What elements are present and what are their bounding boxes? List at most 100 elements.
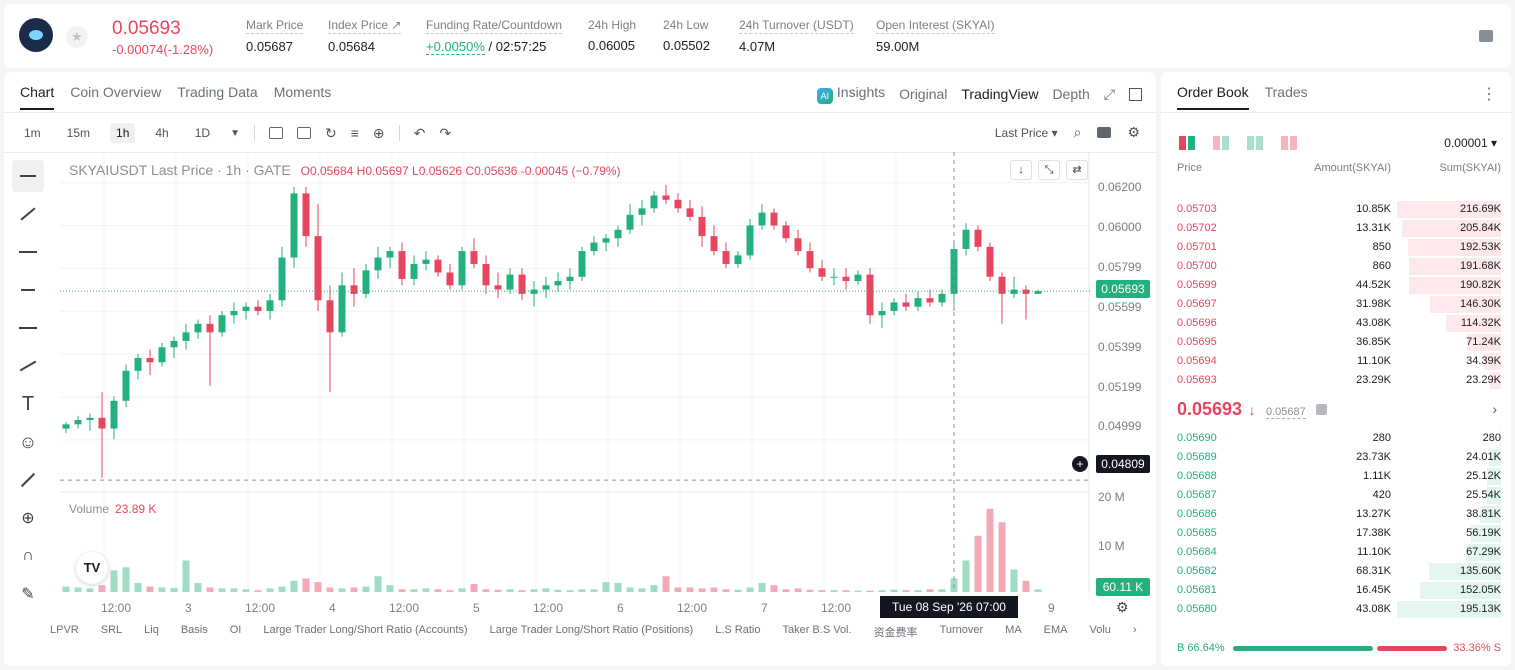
template-icon[interactable]: ≡ xyxy=(350,125,359,141)
indicator-item[interactable]: Basis xyxy=(180,624,208,636)
pencil-icon[interactable]: ✎ xyxy=(21,586,35,603)
stat-label[interactable]: Index Price ↗ xyxy=(328,18,402,34)
candle-type-icon[interactable] xyxy=(268,127,283,139)
tab-tradingview[interactable]: TradingView xyxy=(961,86,1039,102)
bid-row[interactable]: 0.05689 23.73K 24.01K xyxy=(1177,448,1501,467)
indicator-item[interactable]: OI xyxy=(229,624,242,636)
indicator-item[interactable]: Large Trader Long/Short Ratio (Accounts) xyxy=(263,624,468,636)
collapse-icon[interactable]: ⤡ xyxy=(1038,160,1060,180)
price-chart[interactable] xyxy=(60,152,1090,592)
add-alert-icon[interactable]: ⊕ xyxy=(372,124,385,141)
tab-coin-overview[interactable]: Coin Overview xyxy=(70,84,162,100)
ask-row[interactable]: 0.05693 23.29K 23.29K xyxy=(1177,371,1501,390)
indicator-item[interactable]: LPVR xyxy=(50,624,79,636)
bid-row[interactable]: 0.05682 68.31K 135.60K xyxy=(1177,562,1501,581)
row-amount: 13.31K xyxy=(1356,222,1391,234)
undo-icon[interactable]: ↶ xyxy=(413,124,426,141)
redo-icon[interactable]: ↷ xyxy=(439,124,452,141)
indicator-item[interactable]: 资金费率 xyxy=(873,627,918,639)
ask-row[interactable]: 0.05701 850 192.53K xyxy=(1177,238,1501,257)
stat-label[interactable]: 24h Turnover (USDT) xyxy=(739,18,854,34)
tab-order-book[interactable]: Order Book xyxy=(1177,84,1249,110)
settings-icon[interactable]: ⚙ xyxy=(1116,599,1129,615)
add-crosshair-icon[interactable]: + xyxy=(1072,456,1088,472)
price-type-select[interactable]: Last Price ▾ xyxy=(994,125,1058,140)
ask-row[interactable]: 0.05702 13.31K 205.84K xyxy=(1177,219,1501,238)
replay-icon[interactable]: ↻ xyxy=(324,124,337,141)
tradingview-logo[interactable]: TV xyxy=(76,552,108,584)
indicator-item[interactable]: Liq xyxy=(144,624,159,636)
crosshair-icon[interactable] xyxy=(12,160,44,192)
bid-row[interactable]: 0.05685 17.38K 56.19K xyxy=(1177,524,1501,543)
ask-row[interactable]: 0.05697 31.98K 146.30K xyxy=(1177,295,1501,314)
timeframe-15m[interactable]: 15m xyxy=(66,126,91,140)
indicators-icon[interactable] xyxy=(296,127,311,139)
expand-icon[interactable]: ⤢ xyxy=(1103,85,1115,102)
indicator-item[interactable]: EMA xyxy=(1043,624,1068,636)
magnet-icon[interactable]: ∩ xyxy=(22,547,34,564)
view-sells-icon[interactable] xyxy=(1281,136,1297,150)
arrow-down-icon[interactable]: ↓ xyxy=(1010,160,1032,180)
tab-depth[interactable]: Depth xyxy=(1052,86,1090,102)
view-both-icon[interactable] xyxy=(1179,136,1195,150)
ask-row[interactable]: 0.05700 860 191.68K xyxy=(1177,257,1501,276)
indicator-item[interactable]: Taker B.S Vol. xyxy=(782,624,852,636)
bid-row[interactable]: 0.05688 1.11K 25.12K xyxy=(1177,467,1501,486)
trendline-icon[interactable] xyxy=(12,198,44,230)
ask-row[interactable]: 0.05694 11.10K 34.39K xyxy=(1177,352,1501,371)
bid-row[interactable]: 0.05690 280 280 xyxy=(1177,429,1501,448)
tab-insights[interactable]: AI Insights xyxy=(816,84,885,104)
indicator-item[interactable]: Large Trader Long/Short Ratio (Positions… xyxy=(489,624,694,636)
tab-chart[interactable]: Chart xyxy=(20,84,55,110)
ask-row[interactable]: 0.05703 10.85K 216.69K xyxy=(1177,200,1501,219)
bid-row[interactable]: 0.05681 16.45K 152.05K xyxy=(1177,581,1501,600)
chevron-right-icon[interactable]: › xyxy=(1492,401,1497,417)
search-icon[interactable]: ⌕ xyxy=(1073,124,1082,140)
view-bids-icon[interactable] xyxy=(1247,136,1263,150)
ask-row[interactable]: 0.05695 36.85K 71.24K xyxy=(1177,333,1501,352)
tab-trading-data[interactable]: Trading Data xyxy=(177,84,258,100)
timeframe-4h[interactable]: 4h xyxy=(155,126,169,140)
bid-row[interactable]: 0.05680 43.08K 195.13K xyxy=(1177,600,1501,619)
indicator-item[interactable]: MA xyxy=(1005,624,1022,636)
favorite-star-icon[interactable]: ★ xyxy=(66,26,88,48)
zoom-icon[interactable]: ⊕ xyxy=(21,510,35,527)
horizontal-lines-icon[interactable] xyxy=(12,236,44,268)
tab-original[interactable]: Original xyxy=(899,86,948,102)
gear-icon[interactable]: ⚙ xyxy=(1127,124,1140,140)
text-icon[interactable]: T xyxy=(21,392,35,415)
bid-row[interactable]: 0.05686 13.27K 38.81K xyxy=(1177,505,1501,524)
emoji-icon[interactable]: ☺ xyxy=(18,431,38,452)
timeframe-1h[interactable]: 1h xyxy=(110,123,136,143)
more-icon[interactable]: ⋮ xyxy=(1481,86,1497,103)
stat-label[interactable]: Mark Price xyxy=(246,18,304,34)
indicator-item[interactable]: Volu xyxy=(1089,624,1111,636)
bid-row[interactable]: 0.05684 11.10K 67.29K xyxy=(1177,543,1501,562)
indicator-item[interactable]: Turnover xyxy=(939,624,984,636)
tab-moments[interactable]: Moments xyxy=(273,84,332,100)
tab-trades[interactable]: Trades xyxy=(1264,84,1308,100)
ruler-icon[interactable] xyxy=(12,464,44,496)
toggle-icon[interactable]: ⇄ xyxy=(1066,160,1088,180)
timeframe-1d[interactable]: 1D xyxy=(194,126,211,140)
ob-mark-price[interactable]: 0.05687 xyxy=(1265,406,1306,419)
brush-icon[interactable] xyxy=(12,350,44,382)
pattern-icon[interactable] xyxy=(12,274,44,306)
ask-row[interactable]: 0.05699 44.52K 190.82K xyxy=(1177,276,1501,295)
view-asks-icon[interactable] xyxy=(1213,136,1229,150)
window-icon[interactable] xyxy=(1129,87,1142,101)
chevron-down-icon[interactable]: ▼ xyxy=(230,127,240,139)
stat-label[interactable]: Funding Rate/Countdown xyxy=(426,18,563,34)
chevron-right-icon[interactable]: › xyxy=(1132,624,1137,636)
precision-select[interactable]: 0.00001 ▾ xyxy=(1444,136,1497,150)
fib-icon[interactable] xyxy=(12,312,44,344)
stat-label[interactable]: Open Interest (SKYAI) xyxy=(876,18,995,34)
camera-icon[interactable] xyxy=(1097,127,1112,138)
funding-rate-value[interactable]: +0.0050% xyxy=(426,39,485,55)
timeframe-1m[interactable]: 1m xyxy=(24,126,41,140)
ask-row[interactable]: 0.05696 43.08K 114.32K xyxy=(1177,314,1501,333)
indicator-item[interactable]: SRL xyxy=(100,624,123,636)
bid-row[interactable]: 0.05687 420 25.54K xyxy=(1177,486,1501,505)
indicator-item[interactable]: L.S Ratio xyxy=(715,624,761,636)
book-icon[interactable] xyxy=(1479,30,1493,42)
